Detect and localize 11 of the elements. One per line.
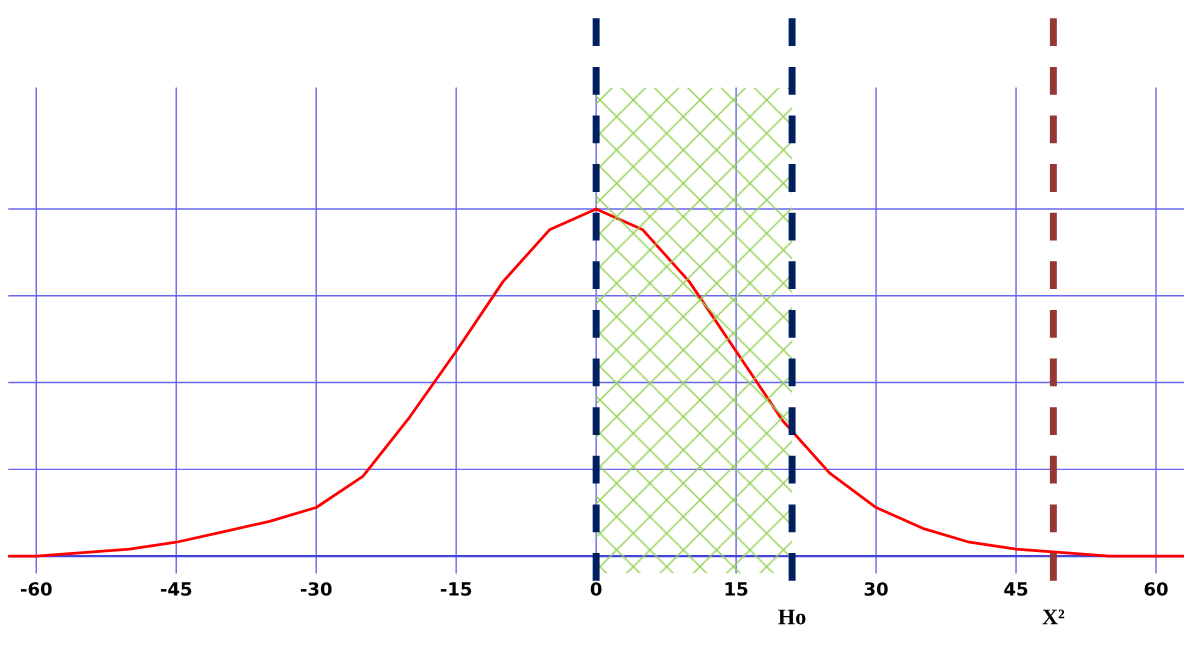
x-tick-label: -15 [440,582,472,596]
x-tick-label: 0 [590,582,602,596]
x-tick-label: -30 [300,582,332,596]
x-tick-label: -45 [160,582,192,596]
x-tick-label: 60 [1144,582,1168,596]
x-tick-label: 45 [1004,582,1028,596]
x-tick-label: -60 [20,582,52,596]
x-tick-label: 30 [864,582,888,596]
ref-line-label: Ho [778,609,806,625]
x-tick-label: 15 [725,582,748,596]
ref-line-label: X² [1042,609,1065,625]
